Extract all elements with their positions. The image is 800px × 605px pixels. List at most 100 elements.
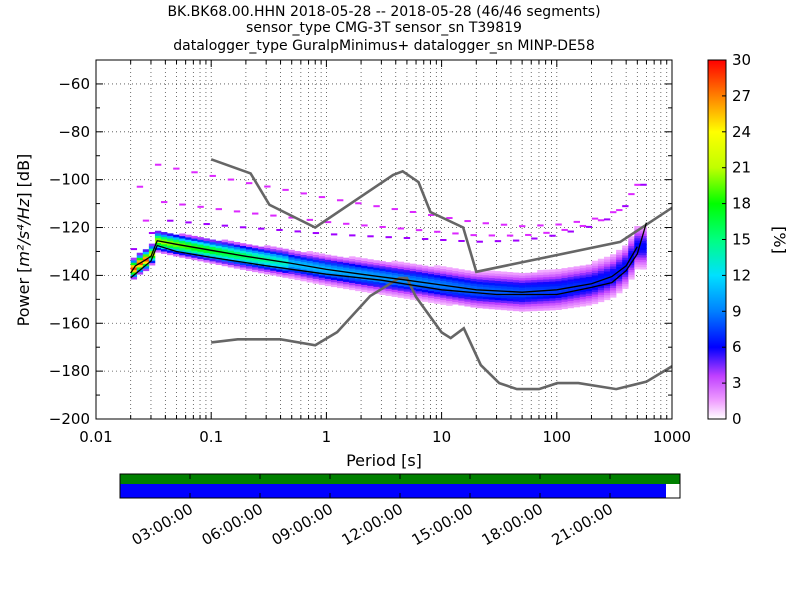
histogram-cell	[282, 275, 289, 278]
histogram-cell	[318, 279, 326, 283]
histogram-cell	[361, 287, 368, 290]
histogram-cell	[415, 229, 423, 232]
histogram-cell	[343, 262, 350, 266]
histogram-cell	[264, 271, 271, 275]
histogram-cell	[203, 245, 210, 249]
histogram-cell	[519, 275, 526, 279]
histogram-cell	[640, 247, 647, 251]
plot-frame	[95, 59, 673, 420]
histogram-cell	[512, 306, 520, 309]
histogram-cell	[167, 219, 174, 222]
histogram-cell	[567, 279, 574, 282]
histogram-cell	[549, 269, 556, 273]
histogram-cell	[409, 275, 417, 279]
histogram-cell	[415, 295, 423, 299]
colorbar-tick-label: 21	[732, 159, 751, 177]
histogram-cell	[482, 270, 489, 273]
histogram-cell	[591, 260, 599, 264]
histogram-cell	[288, 276, 295, 279]
histogram-cell	[397, 280, 405, 284]
histogram-cell	[446, 274, 453, 278]
histogram-cell	[470, 304, 477, 308]
histogram-cell	[185, 256, 192, 259]
histogram-cell	[239, 264, 247, 268]
histogram-cell	[573, 297, 580, 301]
histogram-cell	[470, 302, 477, 306]
histogram-cell	[324, 273, 332, 277]
histogram-cell	[185, 237, 192, 240]
histogram-cell	[385, 264, 392, 268]
statistic-lines	[130, 222, 648, 296]
histogram-cell	[391, 272, 398, 276]
histogram-cell	[167, 235, 174, 239]
histogram-cell	[494, 240, 502, 243]
histogram-cell	[610, 266, 617, 269]
histogram-cell	[154, 233, 162, 236]
histogram-cell	[506, 307, 514, 311]
histogram-cell	[130, 276, 138, 280]
histogram-cell	[622, 205, 629, 208]
histogram-cell	[173, 248, 180, 252]
histogram-cell	[525, 279, 532, 283]
histogram-cell	[476, 305, 483, 309]
histogram-cell	[494, 273, 502, 277]
histogram-cell	[367, 268, 374, 272]
histogram-cell	[130, 248, 138, 251]
histogram-cell	[458, 271, 465, 275]
histogram-cell	[245, 246, 253, 250]
histogram-cell	[161, 234, 168, 238]
histogram-cell	[324, 281, 332, 284]
histogram-cell	[476, 279, 483, 282]
histogram-cell	[330, 277, 338, 280]
histogram-cell	[452, 299, 459, 303]
histogram-cell	[421, 272, 429, 276]
histogram-cell	[252, 250, 259, 253]
histogram-cell	[573, 290, 580, 293]
histogram-cell	[312, 276, 320, 279]
histogram-cell	[512, 239, 520, 242]
histogram-cell	[415, 274, 423, 277]
histogram-cell	[191, 247, 198, 251]
histogram-cell	[276, 273, 283, 277]
histogram-cell	[258, 270, 265, 274]
histogram-cell	[361, 282, 368, 285]
histogram-cell	[288, 252, 295, 255]
histogram-cell	[294, 258, 301, 261]
histogram-cell	[506, 281, 514, 285]
histogram-cell	[252, 264, 259, 268]
histogram-cell	[531, 291, 538, 295]
histogram-cell	[579, 296, 587, 300]
histogram-cell	[561, 282, 568, 286]
histogram-cell	[640, 266, 647, 270]
histogram-cell	[306, 260, 314, 264]
histogram-cell	[173, 241, 180, 245]
histogram-cell	[434, 267, 441, 271]
histogram-cell	[203, 257, 210, 261]
histogram-cell	[227, 245, 235, 249]
histogram-cell	[640, 183, 647, 186]
histogram-cell	[488, 280, 496, 283]
histogram-cell	[585, 278, 593, 282]
histogram-cell	[276, 261, 283, 265]
histogram-cell	[585, 283, 593, 287]
histogram-cell	[519, 299, 526, 303]
histogram-cell	[197, 256, 204, 259]
histogram-cell	[525, 306, 532, 310]
histogram-cell	[330, 233, 338, 236]
histogram-cell	[209, 239, 216, 243]
histogram-cell	[543, 276, 550, 280]
histogram-cell	[531, 277, 538, 281]
histogram-cell	[446, 267, 453, 270]
histogram-cell	[391, 284, 398, 288]
histogram-cell	[561, 268, 568, 271]
histogram-cell	[258, 253, 265, 257]
histogram-cell	[403, 267, 411, 271]
histogram-cell	[221, 241, 229, 245]
histogram-cell	[367, 280, 374, 284]
histogram-cell	[349, 270, 356, 274]
histogram-cell	[440, 299, 447, 303]
histogram-cell	[561, 296, 568, 300]
histogram-cell	[270, 214, 277, 217]
histogram-cell	[640, 254, 647, 258]
histogram-cell	[622, 255, 629, 258]
